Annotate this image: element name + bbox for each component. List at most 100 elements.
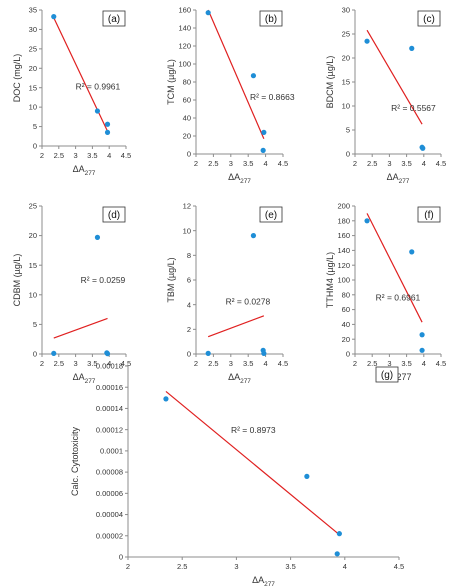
y-tick-label: 0 [187,350,191,359]
y-tick-label: 40 [183,114,191,123]
y-tick-label: 15 [29,83,37,92]
y-tick-label: 25 [29,202,37,211]
data-point [205,10,211,16]
data-point [250,233,257,239]
x-tick-label: 3.5 [87,359,97,368]
y-tick-label: 30 [29,25,37,34]
y-tick-label: 180 [337,216,350,225]
x-axis-label-main: ΔA [387,172,399,182]
x-axis-label-main: ΔA [73,372,85,382]
x-tick-label: 3 [74,151,78,160]
data-point [163,396,169,402]
y-tick-label: 30 [342,6,350,15]
x-axis-label: ΔA277 [228,172,251,185]
x-tick-label: 3 [229,359,233,368]
x-axis-label: ΔA277 [73,372,96,385]
data-point [104,351,111,357]
x-tick-label: 4 [264,159,268,168]
x-axis-label-subscript: 277 [240,378,251,385]
x-tick-label: 3.5 [401,159,411,168]
y-tick-label: 0.0001 [100,446,123,455]
x-tick-label: 2.5 [208,359,218,368]
chart-panel: 2 2.5 3 3.5 4 4.5 0 20 40 60 80 100 120 140 160 ΔA277 TC… [166,6,295,185]
y-tick-label: 200 [337,202,350,211]
y-tick-label: 40 [342,320,350,329]
panel-label-box [259,206,283,223]
data-point [260,147,266,153]
x-axis-label: ΔA277 [387,172,410,185]
y-tick-label: 5 [33,122,37,131]
y-tick-label: 20 [342,335,350,344]
y-tick-label: 0 [346,350,350,359]
x-tick-label: 4 [107,359,111,368]
x-tick-label: 4 [422,359,426,368]
y-tick-label: 10 [183,226,191,235]
r-squared-label: R² = 0.6961 [376,293,421,303]
x-tick-label: 3 [74,359,78,368]
y-tick-label: 0 [119,553,123,562]
x-axis-label-main: ΔA [228,372,240,382]
x-tick-label: 4.5 [436,159,446,168]
y-tick-label: 35 [29,6,37,15]
y-tick-label: 0.00006 [96,489,123,498]
y-tick-label: 12 [183,202,191,211]
panel-label-box [102,10,126,27]
y-tick-label: 60 [183,96,191,105]
x-tick-label: 4.5 [436,359,446,368]
y-tick-label: 8 [187,251,191,260]
x-tick-label: 4.5 [278,359,288,368]
y-axis-label: Calc. Cytotoxicity [70,426,80,496]
y-tick-label: 0.00004 [96,510,123,519]
panel-label: (g) [381,370,393,381]
y-tick-label: 140 [337,246,350,255]
panel-label: (a) [108,14,120,25]
trend-line [53,317,108,339]
y-tick-label: 20 [183,132,191,141]
y-tick-label: 80 [342,290,350,299]
y-tick-label: 0.00008 [96,468,123,477]
y-tick-label: 0 [33,142,37,151]
r-squared-label: R² = 0.0259 [81,275,126,285]
trend-line [165,391,340,536]
y-tick-label: 0 [187,150,191,159]
panel-label: (d) [108,210,120,221]
data-point [364,38,370,44]
x-tick-label: 2 [126,562,130,571]
r-squared-label: R² = 0.5567 [391,103,436,113]
x-tick-label: 4.5 [394,562,404,571]
y-axis-label: BDCM (µg/L) [325,56,335,109]
x-tick-label: 3.5 [243,359,253,368]
data-point [304,473,310,479]
x-tick-label: 3 [234,562,238,571]
y-tick-label: 20 [342,54,350,63]
y-tick-label: 0 [346,150,350,159]
y-tick-label: 25 [342,30,350,39]
data-point [409,249,415,255]
y-tick-label: 20 [29,64,37,73]
panel-label-box [102,206,126,223]
chart-panel: 2 2.5 3 3.5 4 4.5 0 0.00002 0.00004 0.00006 0.0000… [70,362,404,588]
x-tick-label: 4.5 [121,151,131,160]
panel-label: (c) [423,14,435,25]
y-tick-label: 160 [337,231,350,240]
y-tick-label: 2 [187,325,191,334]
x-tick-label: 4.5 [121,359,131,368]
data-point [420,145,426,151]
y-tick-label: 0.00016 [96,383,123,392]
data-point [364,218,370,224]
panel-label: (e) [265,210,277,221]
chart-panel: 2 2.5 3 3.5 4 4.5 0 5 10 15 20 25 30 ΔA277 BDCM (µg/L)… [325,6,446,185]
y-axis-label: CDBM (µg/L) [12,254,22,307]
data-point [409,45,415,52]
x-axis-label: ΔA277 [228,372,251,385]
y-tick-label: 80 [183,78,191,87]
y-tick-label: 10 [29,103,37,112]
x-tick-label: 2.5 [177,562,187,571]
x-tick-label: 3.5 [243,159,253,168]
y-axis-label: TCM (µg/L) [166,59,176,105]
chart-panel: 2 2.5 3 3.5 4 4.5 0 5 10 15 20 25 30 35 ΔA277 DOC (mg/L… [12,6,131,177]
panel-label-box [417,10,441,27]
y-tick-label: 15 [342,78,350,87]
data-point [94,234,101,240]
